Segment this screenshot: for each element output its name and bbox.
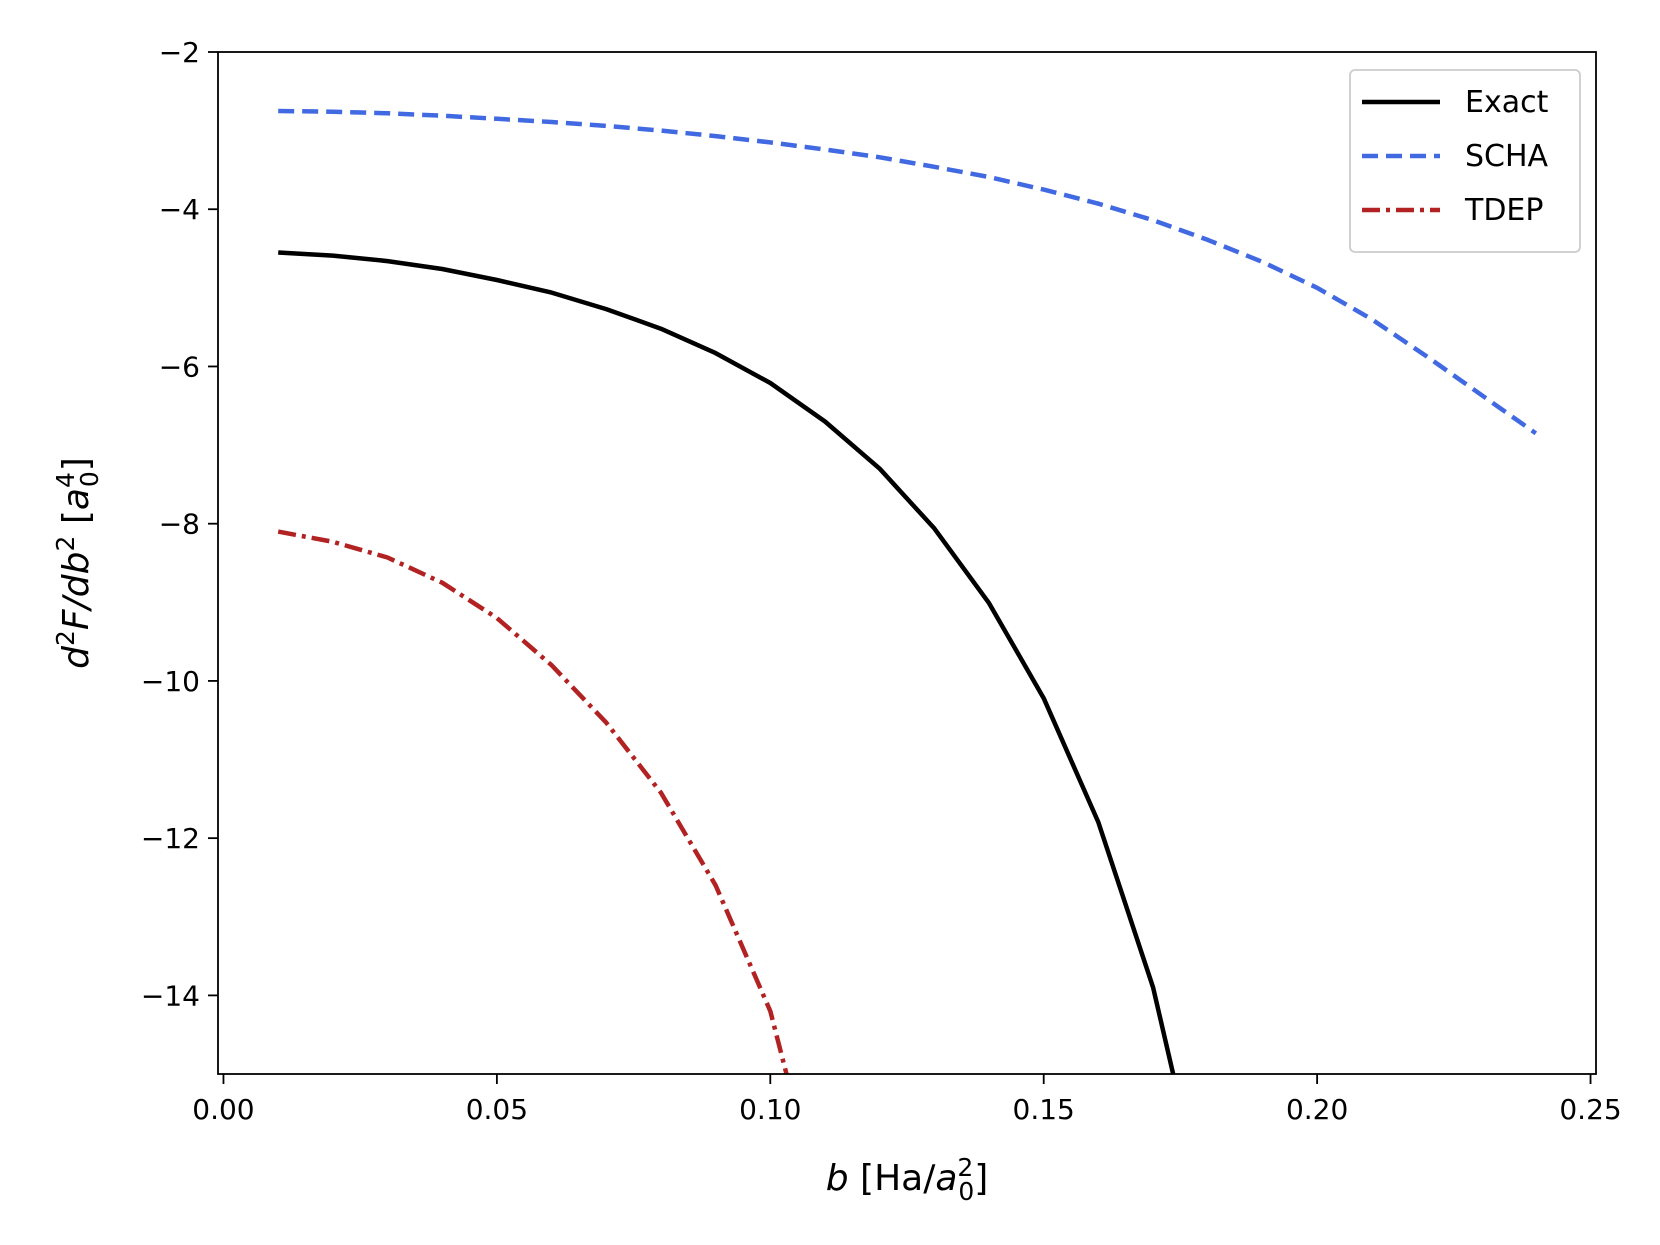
x-axis-label: b [Ha/a2 0]	[826, 1153, 989, 1206]
x-tick-label: 0.10	[739, 1093, 801, 1126]
series-layer	[277, 108, 1538, 1074]
series-line-exact	[278, 250, 1176, 1074]
y-tick-label: −8	[159, 508, 200, 541]
y-tick-label: −4	[159, 193, 200, 226]
x-tick-label: 0.00	[192, 1093, 254, 1126]
y-tick-label: −14	[141, 979, 200, 1012]
series-line-tdep	[277, 529, 789, 1074]
y-tick-label: −12	[141, 822, 200, 855]
legend-box	[1349, 69, 1581, 253]
legend-label-exact: Exact	[1465, 85, 1549, 120]
y-tick-label: −6	[159, 350, 200, 383]
legend-label-scha: SCHA	[1465, 139, 1549, 174]
series-line-scha	[278, 108, 1538, 436]
legend-label-tdep: TDEP	[1464, 193, 1543, 228]
x-tick-label: 0.05	[466, 1093, 528, 1126]
x-tick-label: 0.25	[1559, 1093, 1621, 1126]
x-tick-label: 0.15	[1013, 1093, 1075, 1126]
plot-frame	[217, 51, 1597, 1075]
legend: Exact SCHA TDEP	[1349, 69, 1581, 253]
x-axis: 0.00 0.05 0.10 0.15 0.20 0.25	[192, 1074, 1622, 1126]
y-tick-label: −10	[141, 665, 200, 698]
y-axis: −2 −4 −6 −8 −10 −12 −14	[141, 36, 218, 1012]
x-tick-label: 0.20	[1286, 1093, 1348, 1126]
y-tick-label: −2	[159, 36, 200, 69]
y-axis-label: d2F/db2 [a40]	[51, 457, 104, 669]
